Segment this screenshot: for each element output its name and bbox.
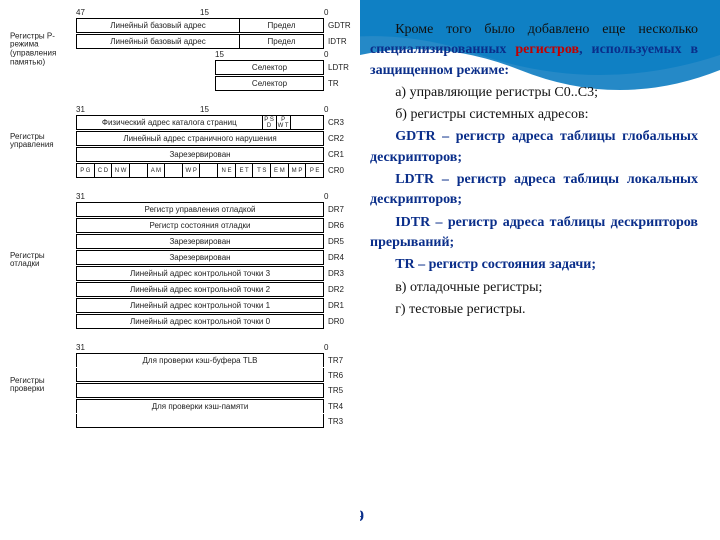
test-reg-row: TR6 xyxy=(76,368,354,382)
reg-tag: DR3 xyxy=(324,266,354,281)
reg-tag: CR0 xyxy=(324,163,354,178)
block2-label: Регистры управления xyxy=(10,133,72,151)
register-diagram: Регистры Р-режима (управления памятью) 4… xyxy=(0,0,360,540)
intro-highlight-2: регистров xyxy=(515,42,579,57)
block4-label: Регистры проверки xyxy=(10,377,72,395)
debug-reg-row: ЗарезервированDR4 xyxy=(76,250,354,265)
debug-registers-block: Регистры отладки 31 0 Регистр управления… xyxy=(14,192,354,329)
reg-tag: CR1 xyxy=(324,147,354,162)
debug-reg-row: Линейный адрес контрольной точки 3DR3 xyxy=(76,266,354,281)
test-reg-row: Для проверки кэш-буфера TLBTR7 xyxy=(76,353,354,367)
test-reg-row: TR5 xyxy=(76,383,354,398)
reg-tag: DR4 xyxy=(324,250,354,265)
reg-tag: TR xyxy=(324,76,354,91)
bit-header: 15 0 xyxy=(215,50,354,59)
reg-tag: TR4 xyxy=(324,399,354,413)
pmode-registers-block: Регистры Р-режима (управления памятью) 4… xyxy=(14,8,354,91)
reg-tag: TR3 xyxy=(324,414,354,428)
cr1-row: Зарезервирован CR1 xyxy=(76,147,354,162)
item-idtr: IDTR – регистр адреса таблицы дескриптор… xyxy=(370,213,698,254)
intro-text: Кроме того было добавлено еще несколько xyxy=(395,22,698,37)
bit-header: 31 0 xyxy=(76,192,354,201)
gdtr-row: Линейный базовый адрес Предел GDTR xyxy=(76,18,354,33)
debug-reg-row: Линейный адрес контрольной точки 2DR2 xyxy=(76,282,354,297)
cr3-row: Физический адрес каталога страниц P S D … xyxy=(76,115,354,130)
ldtr-row: Селектор LDTR xyxy=(215,60,354,75)
tr-row: Селектор TR xyxy=(215,76,354,91)
item-g: г) тестовые регистры. xyxy=(370,300,698,320)
intro-highlight-1: специализированных xyxy=(370,42,515,57)
reg-tag: CR3 xyxy=(324,115,354,130)
reg-tag: DR5 xyxy=(324,234,354,249)
cr2-row: Линейный адрес страничного нарушения CR2 xyxy=(76,131,354,146)
item-tr: TR – регистр состояния задачи; xyxy=(370,255,698,275)
reg-tag: DR2 xyxy=(324,282,354,297)
block3-label: Регистры отладки xyxy=(10,252,72,270)
idtr-row: Линейный базовый адрес Предел IDTR xyxy=(76,34,354,49)
debug-reg-row: Линейный адрес контрольной точки 1DR1 xyxy=(76,298,354,313)
reg-tag: DR6 xyxy=(324,218,354,233)
debug-reg-row: ЗарезервированDR5 xyxy=(76,234,354,249)
bit-header: 31 0 xyxy=(76,343,354,352)
reg-tag: TR7 xyxy=(324,353,354,367)
block1-label: Регистры Р-режима (управления памятью) xyxy=(10,32,72,67)
reg-tag: GDTR xyxy=(324,18,354,33)
bit-header: 47 15 0 xyxy=(76,8,354,17)
debug-reg-row: Регистр управления отладкойDR7 xyxy=(76,202,354,217)
item-a: а) управляющие регистры С0..С3; xyxy=(370,83,698,103)
item-b: б) регистры системных адресов: xyxy=(370,105,698,125)
reg-tag: IDTR xyxy=(324,34,354,49)
reg-tag: DR0 xyxy=(324,314,354,329)
reg-tag: CR2 xyxy=(324,131,354,146)
item-v: в) отладочные регистры; xyxy=(370,278,698,298)
explanation-text: Кроме того было добавлено еще несколько … xyxy=(360,0,720,540)
test-registers-block: Регистры проверки 31 0 Для проверки кэш-… xyxy=(14,343,354,428)
item-ldtr: LDTR – регистр адреса таблицы локальных … xyxy=(370,170,698,211)
bit-header: 31 15 0 xyxy=(76,105,354,114)
item-gdtr: GDTR – регистр адреса таблицы глобальных… xyxy=(370,127,698,168)
test-reg-row: TR3 xyxy=(76,414,354,428)
reg-tag: TR5 xyxy=(324,383,354,398)
reg-tag: TR6 xyxy=(324,368,354,382)
test-reg-row: Для проверки кэш-памятиTR4 xyxy=(76,399,354,413)
reg-tag: DR7 xyxy=(324,202,354,217)
reg-tag: LDTR xyxy=(324,60,354,75)
reg-tag: DR1 xyxy=(324,298,354,313)
cr0-row: P GC DN W A M W P N EE TT SE MM PP E CR0 xyxy=(76,163,354,178)
debug-reg-row: Линейный адрес контрольной точки 0DR0 xyxy=(76,314,354,329)
debug-reg-row: Регистр состояния отладкиDR6 xyxy=(76,218,354,233)
control-registers-block: Регистры управления 31 15 0 Физический а… xyxy=(14,105,354,178)
